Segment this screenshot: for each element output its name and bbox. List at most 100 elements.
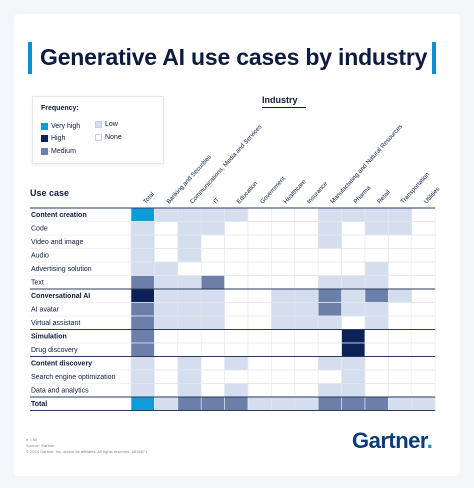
cell-search-engine-optimization-retail (364, 369, 389, 384)
cell-simulation-banking-and-securities (154, 329, 179, 344)
cell-search-engine-optimization-pharma (341, 369, 366, 384)
cell-content-creation-banking-and-securities (154, 207, 179, 222)
cell-audio-education (224, 248, 249, 263)
cell-video-and-image-government (247, 234, 272, 249)
legend-swatch-medium (41, 148, 48, 155)
cell-content-discovery-insurance (294, 356, 319, 371)
cell-video-and-image-utilities (411, 234, 436, 249)
cell-simulation-utilities (411, 329, 436, 344)
cell-total-government (247, 396, 272, 411)
cell-total-manufacturing-and-natural-resources (317, 396, 342, 411)
cell-audio-utilities (411, 248, 436, 263)
cell-audio-manufacturing-and-natural-resources (317, 248, 342, 263)
legend-title: Frequency: (41, 105, 79, 112)
cell-virtual-assistant-pharma (341, 315, 366, 330)
column-header-total: Total (142, 191, 156, 205)
cell-data-and-analytics-utilities (411, 383, 436, 398)
cell-text-communications-media-and-services (177, 275, 202, 290)
cell-video-and-image-insurance (294, 234, 319, 249)
brand-dot: . (426, 428, 433, 453)
cell-conversational-ai-communications-media-and-services (177, 288, 202, 303)
cell-code-manufacturing-and-natural-resources (317, 221, 342, 236)
cell-simulation-insurance (294, 329, 319, 344)
legend-label-high: High (51, 135, 66, 142)
cell-video-and-image-retail (364, 234, 389, 249)
column-header-insurance: Insurance (306, 180, 330, 205)
cell-data-and-analytics-manufacturing-and-natural-resources (317, 383, 342, 398)
cell-audio-retail (364, 248, 389, 263)
row-label-data-and-analytics: Data and analytics (31, 388, 89, 395)
cell-total-healthcare (271, 396, 296, 411)
frequency-legend: Frequency: Very high Low High None Mediu… (32, 96, 164, 164)
cell-ai-avatar-insurance (294, 302, 319, 317)
cell-content-creation-government (247, 207, 272, 222)
title-accent-bar-right (432, 42, 436, 74)
cell-video-and-image-total (130, 234, 155, 249)
cell-content-discovery-communications-media-and-services (177, 356, 202, 371)
cell-total-communications-media-and-services (177, 396, 202, 411)
legend-swatch-very-high (41, 123, 48, 130)
cell-ai-avatar-transportation (388, 302, 413, 317)
cell-ai-avatar-retail (364, 302, 389, 317)
cell-search-engine-optimization-transportation (388, 369, 413, 384)
cell-audio-communications-media-and-services (177, 248, 202, 263)
cell-data-and-analytics-total (130, 383, 155, 398)
cell-data-and-analytics-transportation (388, 383, 413, 398)
cell-advertising-solution-manufacturing-and-natural-resources (317, 261, 342, 276)
cell-data-and-analytics-insurance (294, 383, 319, 398)
cell-drug-discovery-pharma (341, 342, 366, 357)
row-label-audio: Audio (31, 253, 49, 260)
cell-search-engine-optimization-communications-media-and-services (177, 369, 202, 384)
cell-text-banking-and-securities (154, 275, 179, 290)
cell-virtual-assistant-communications-media-and-services (177, 315, 202, 330)
row-label-code: Code (31, 226, 48, 233)
cell-code-education (224, 221, 249, 236)
cell-text-government (247, 275, 272, 290)
gartner-logo: Gartner. (352, 428, 433, 454)
cell-data-and-analytics-banking-and-securities (154, 383, 179, 398)
cell-search-engine-optimization-utilities (411, 369, 436, 384)
cell-data-and-analytics-healthcare (271, 383, 296, 398)
chart-title: Generative AI use cases by industry (40, 44, 428, 70)
cell-content-creation-communications-media-and-services (177, 207, 202, 222)
cell-content-creation-retail (364, 207, 389, 222)
legend-item-low: Low (95, 121, 118, 128)
cell-advertising-solution-transportation (388, 261, 413, 276)
column-header-pharma: Pharma (353, 184, 373, 205)
cell-content-discovery-healthcare (271, 356, 296, 371)
cell-advertising-solution-it (200, 261, 225, 276)
cell-virtual-assistant-insurance (294, 315, 319, 330)
column-header-healthcare: Healthcare (282, 178, 308, 205)
cell-audio-transportation (388, 248, 413, 263)
cell-data-and-analytics-education (224, 383, 249, 398)
cell-content-creation-education (224, 207, 249, 222)
cell-text-retail (364, 275, 389, 290)
row-label-content-discovery: Content discovery (31, 361, 92, 368)
cell-total-education (224, 396, 249, 411)
legend-swatch-low (95, 121, 102, 128)
cell-search-engine-optimization-total (130, 369, 155, 384)
cell-simulation-education (224, 329, 249, 344)
cell-conversational-ai-total (130, 288, 155, 303)
cell-total-banking-and-securities (154, 396, 179, 411)
cell-content-discovery-pharma (341, 356, 366, 371)
cell-ai-avatar-utilities (411, 302, 436, 317)
use-case-axis-label: Use case (30, 188, 70, 198)
cell-text-total (130, 275, 155, 290)
legend-item-none: None (95, 134, 122, 141)
cell-ai-avatar-total (130, 302, 155, 317)
cell-video-and-image-communications-media-and-services (177, 234, 202, 249)
cell-conversational-ai-utilities (411, 288, 436, 303)
cell-content-discovery-total (130, 356, 155, 371)
cell-drug-discovery-government (247, 342, 272, 357)
cell-video-and-image-manufacturing-and-natural-resources (317, 234, 342, 249)
row-label-total: Total (31, 401, 47, 408)
row-label-ai-avatar: AI avatar (31, 307, 60, 314)
brand-name: Gartner (352, 428, 427, 453)
cell-content-creation-transportation (388, 207, 413, 222)
cell-simulation-manufacturing-and-natural-resources (317, 329, 342, 344)
cell-text-transportation (388, 275, 413, 290)
cell-search-engine-optimization-it (200, 369, 225, 384)
cell-drug-discovery-total (130, 342, 155, 357)
